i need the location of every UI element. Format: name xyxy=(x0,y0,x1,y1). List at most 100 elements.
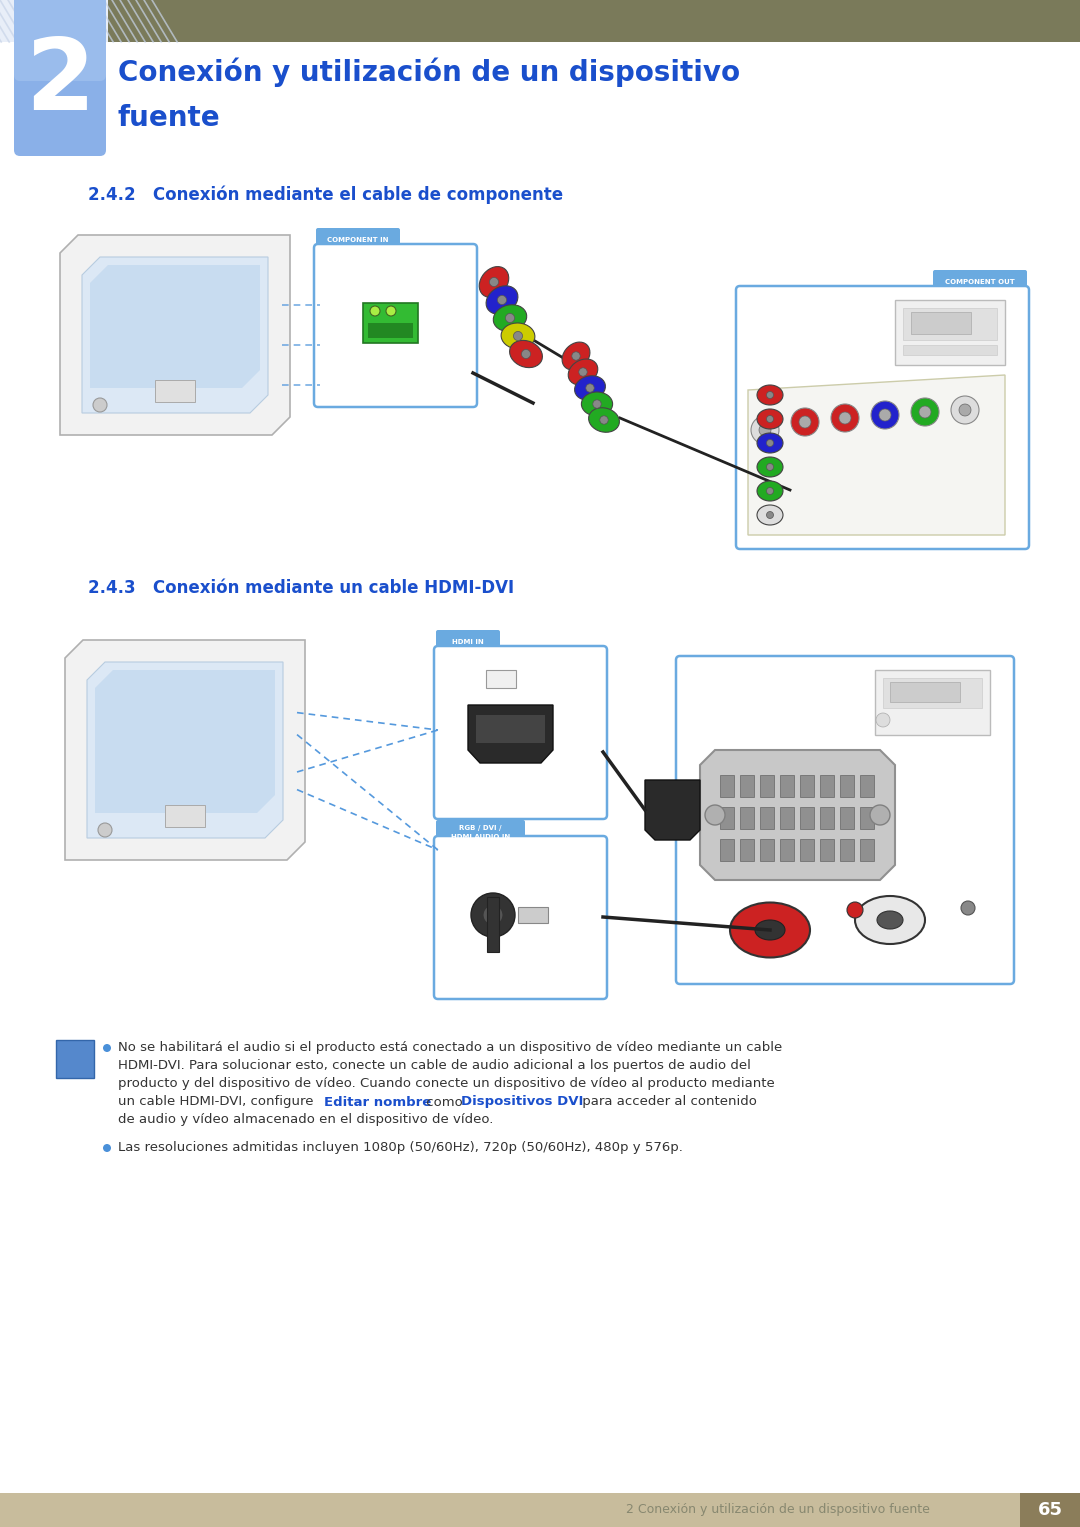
Text: Editar nombre: Editar nombre xyxy=(324,1095,431,1109)
FancyBboxPatch shape xyxy=(676,657,1014,983)
FancyBboxPatch shape xyxy=(434,646,607,818)
Ellipse shape xyxy=(767,440,773,446)
Bar xyxy=(780,776,794,797)
Text: 2 Conexión y utilización de un dispositivo fuente: 2 Conexión y utilización de un dispositi… xyxy=(626,1504,930,1516)
Circle shape xyxy=(839,412,851,425)
Bar xyxy=(760,806,774,829)
Ellipse shape xyxy=(730,902,810,957)
Text: de audio y vídeo almacenado en el dispositivo de vídeo.: de audio y vídeo almacenado en el dispos… xyxy=(118,1113,494,1127)
Ellipse shape xyxy=(498,295,507,304)
Bar xyxy=(368,324,413,337)
Ellipse shape xyxy=(581,392,612,415)
Bar xyxy=(156,380,195,402)
Circle shape xyxy=(370,305,380,316)
Bar xyxy=(840,776,854,797)
Ellipse shape xyxy=(767,391,773,399)
Bar xyxy=(860,776,874,797)
Bar xyxy=(56,1040,94,1078)
Circle shape xyxy=(847,902,863,918)
Bar xyxy=(890,683,960,702)
Ellipse shape xyxy=(767,415,773,423)
Circle shape xyxy=(951,395,978,425)
Ellipse shape xyxy=(489,278,499,287)
Text: HDMI IN: HDMI IN xyxy=(453,638,484,644)
Text: Dispositivos DVI: Dispositivos DVI xyxy=(461,1095,583,1109)
Circle shape xyxy=(870,805,890,825)
Circle shape xyxy=(483,906,503,925)
Ellipse shape xyxy=(579,368,588,376)
FancyBboxPatch shape xyxy=(735,286,1029,550)
Ellipse shape xyxy=(501,324,535,350)
FancyBboxPatch shape xyxy=(933,270,1027,295)
Ellipse shape xyxy=(568,359,598,385)
Ellipse shape xyxy=(522,350,530,359)
Circle shape xyxy=(93,399,107,412)
Ellipse shape xyxy=(767,487,773,495)
Ellipse shape xyxy=(585,383,594,392)
Ellipse shape xyxy=(599,415,608,425)
Circle shape xyxy=(751,415,779,444)
Text: Las resoluciones admitidas incluyen 1080p (50/60Hz), 720p (50/60Hz), 480p y 576p: Las resoluciones admitidas incluyen 1080… xyxy=(118,1142,683,1154)
FancyBboxPatch shape xyxy=(14,0,106,156)
Text: HDMI AUDIO IN: HDMI AUDIO IN xyxy=(450,834,510,840)
Bar xyxy=(476,715,545,744)
Circle shape xyxy=(471,893,515,938)
Bar xyxy=(800,838,814,861)
Bar xyxy=(165,805,205,828)
Circle shape xyxy=(879,409,891,421)
Polygon shape xyxy=(95,670,275,812)
Ellipse shape xyxy=(755,919,785,941)
Ellipse shape xyxy=(757,409,783,429)
Bar xyxy=(912,312,971,334)
Circle shape xyxy=(799,415,811,428)
Ellipse shape xyxy=(767,512,773,519)
Text: Conexión y utilización de un dispositivo: Conexión y utilización de un dispositivo xyxy=(118,56,740,87)
FancyBboxPatch shape xyxy=(436,631,500,654)
Bar xyxy=(108,0,1080,43)
Ellipse shape xyxy=(562,342,590,370)
Ellipse shape xyxy=(877,912,903,928)
Ellipse shape xyxy=(855,896,924,944)
Polygon shape xyxy=(468,705,553,764)
Bar xyxy=(720,838,734,861)
Text: No se habilitará el audio si el producto está conectado a un dispositivo de víde: No se habilitará el audio si el producto… xyxy=(118,1041,782,1055)
Bar xyxy=(800,806,814,829)
Ellipse shape xyxy=(510,341,542,368)
Text: para acceder al contenido: para acceder al contenido xyxy=(578,1095,757,1109)
Circle shape xyxy=(959,405,971,415)
FancyBboxPatch shape xyxy=(314,244,477,408)
Ellipse shape xyxy=(575,376,606,400)
Bar xyxy=(0,0,108,43)
Bar xyxy=(487,896,499,951)
Ellipse shape xyxy=(480,267,509,298)
Bar xyxy=(820,776,834,797)
Bar xyxy=(60,1051,89,1070)
Bar xyxy=(860,838,874,861)
Bar xyxy=(740,806,754,829)
Bar xyxy=(860,806,874,829)
Bar xyxy=(740,776,754,797)
Text: 2.4.2   Conexión mediante el cable de componente: 2.4.2 Conexión mediante el cable de comp… xyxy=(87,186,563,205)
Text: COMPONENT IN: COMPONENT IN xyxy=(327,237,389,243)
FancyBboxPatch shape xyxy=(434,835,607,999)
Bar xyxy=(820,838,834,861)
Circle shape xyxy=(98,823,112,837)
Circle shape xyxy=(705,805,725,825)
Bar xyxy=(883,678,982,709)
Bar xyxy=(840,806,854,829)
Text: como: como xyxy=(422,1095,467,1109)
FancyBboxPatch shape xyxy=(436,820,525,852)
Bar xyxy=(780,838,794,861)
Circle shape xyxy=(103,1144,111,1151)
Bar xyxy=(0,1493,1080,1527)
Polygon shape xyxy=(82,257,268,412)
Bar xyxy=(875,670,990,734)
Ellipse shape xyxy=(757,481,783,501)
Text: 2: 2 xyxy=(25,34,95,131)
Text: fuente: fuente xyxy=(118,104,220,131)
Ellipse shape xyxy=(589,408,620,432)
Bar xyxy=(780,806,794,829)
Bar xyxy=(740,838,754,861)
Ellipse shape xyxy=(757,505,783,525)
Circle shape xyxy=(876,713,890,727)
